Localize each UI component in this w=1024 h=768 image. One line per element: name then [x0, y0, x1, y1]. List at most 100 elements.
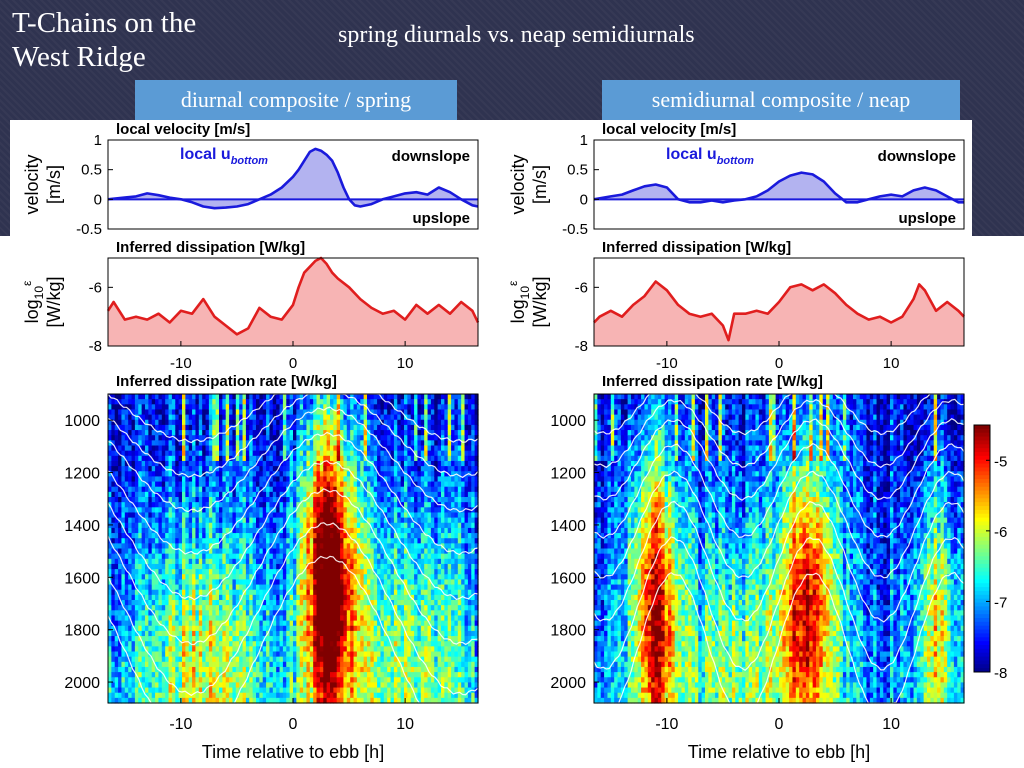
- heatmap-cell: [148, 466, 153, 472]
- heatmap-cell: [121, 424, 126, 431]
- heatmap-cell: [249, 697, 254, 704]
- heatmap-cell: [256, 594, 260, 601]
- heatmap-cell: [138, 651, 143, 658]
- heatmap-cell: [124, 558, 129, 565]
- heatmap-cell: [118, 533, 123, 539]
- heatmap-cell: [256, 636, 260, 642]
- heatmap-cell: [232, 491, 237, 498]
- heatmap-cell: [323, 548, 328, 555]
- heatmap-cell: [108, 636, 112, 642]
- heatmap-cell: [114, 533, 119, 539]
- heatmap-cell: [182, 677, 186, 683]
- heatmap-cell: [343, 445, 348, 452]
- heatmap-cell: [121, 641, 126, 647]
- heatmap-cell: [138, 605, 143, 611]
- heatmap-cell: [131, 440, 136, 447]
- heatmap-cell: [168, 548, 173, 555]
- heatmap-cell: [175, 563, 180, 570]
- heatmap-cell: [235, 579, 240, 586]
- heatmap-cell: [239, 677, 244, 683]
- heatmap-cell: [158, 486, 163, 493]
- heatmap-cell: [128, 646, 133, 653]
- heatmap-cell: [306, 656, 311, 663]
- heatmap-cell: [225, 404, 230, 411]
- heatmap-cell: [171, 584, 176, 591]
- heatmap-cell: [229, 672, 234, 678]
- heatmap-cell: [232, 430, 237, 436]
- heatmap-cell: [131, 481, 136, 488]
- heatmap-cell: [185, 404, 190, 411]
- heatmap-cell: [360, 414, 365, 421]
- heatmap-cell: [202, 651, 207, 658]
- heatmap-cell: [131, 656, 136, 663]
- heatmap-cell: [121, 399, 126, 405]
- heatmap-cell: [380, 409, 385, 416]
- heatmap-cell: [259, 672, 264, 678]
- heatmap-cell: [175, 687, 180, 694]
- heatmap-cell: [350, 605, 355, 611]
- heatmap-cell: [148, 476, 153, 483]
- heatmap-cell: [245, 419, 250, 426]
- heatmap-cell: [232, 394, 237, 400]
- heatmap-cell: [118, 517, 123, 524]
- heatmap-cell: [114, 605, 119, 611]
- heatmap-cell: [161, 646, 166, 653]
- heatmap-cell: [165, 486, 170, 493]
- heatmap-cell: [245, 553, 250, 560]
- heatmap-cell: [262, 579, 267, 586]
- heatmap-cell: [208, 548, 213, 555]
- heatmap-cell: [343, 512, 348, 519]
- heatmap-cell: [171, 630, 176, 637]
- heatmap-cell: [208, 579, 213, 586]
- heatmap-cell: [131, 460, 136, 467]
- heatmap-cell: [168, 625, 173, 632]
- heatmap-cell: [380, 435, 385, 441]
- heatmap-cell: [215, 548, 220, 555]
- heatmap-cell: [198, 672, 203, 678]
- heatmap-cell: [229, 522, 234, 529]
- heatmap-cell: [108, 517, 112, 524]
- heatmap-cell: [111, 491, 116, 498]
- heatmap-cell: [141, 697, 146, 704]
- heatmap-cell: [155, 502, 160, 508]
- heatmap-cell: [306, 404, 311, 411]
- heatmap-cell: [225, 471, 230, 477]
- heatmap-cell: [219, 692, 223, 699]
- heatmap-cell: [128, 450, 133, 457]
- heatmap-cell: [286, 394, 291, 400]
- heatmap-cell: [141, 651, 146, 658]
- heatmap-cell: [232, 419, 237, 426]
- heatmap-cell: [208, 594, 213, 601]
- heatmap-cell: [195, 661, 200, 668]
- heatmap-cell: [182, 430, 186, 436]
- heatmap-cell: [208, 450, 213, 457]
- heatmap-cell: [145, 579, 149, 586]
- heatmap-cell: [229, 687, 234, 694]
- heatmap-cell: [155, 430, 160, 436]
- heatmap-cell: [168, 687, 173, 694]
- heatmap-cell: [188, 538, 193, 544]
- heatmap-cell: [205, 522, 210, 529]
- heatmap-cell: [198, 486, 203, 493]
- heatmap-cell: [239, 481, 244, 488]
- heatmap-cell: [229, 435, 234, 441]
- heatmap-cell: [215, 419, 220, 426]
- heatmap-cell: [185, 455, 190, 462]
- heatmap-cell: [313, 533, 318, 539]
- heatmap-cell: [235, 394, 240, 400]
- heatmap-cell: [360, 666, 365, 673]
- heatmap-cell: [262, 641, 267, 647]
- heatmap-cell: [151, 692, 156, 699]
- heatmap-cell: [350, 430, 355, 436]
- heatmap-cell: [205, 605, 210, 611]
- heatmap-cell: [219, 605, 223, 611]
- heatmap-cell: [296, 677, 301, 683]
- heatmap-cell: [171, 527, 176, 534]
- heatmap-cell: [370, 543, 375, 550]
- heatmap-cell: [350, 491, 355, 498]
- heatmap-cell: [155, 672, 160, 678]
- heatmap-cell: [262, 404, 267, 411]
- heatmap-cell: [370, 394, 375, 400]
- heatmap-cell: [286, 687, 291, 694]
- heatmap-cell: [252, 481, 257, 488]
